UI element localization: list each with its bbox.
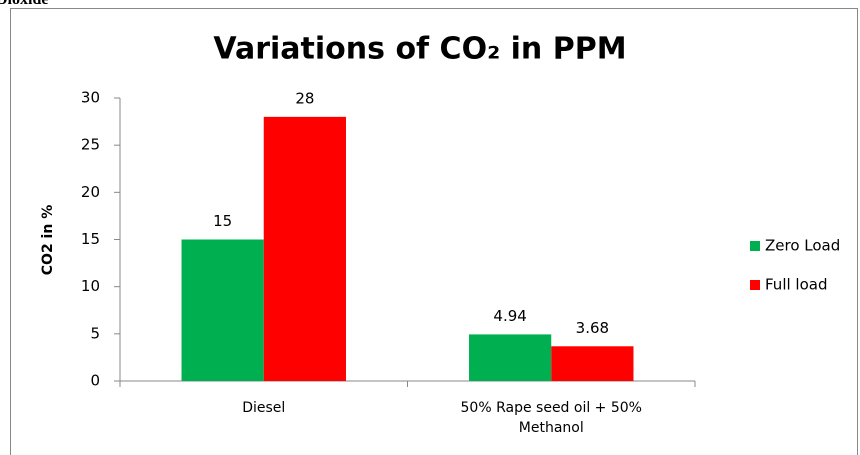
y-tick-label: 15 — [81, 230, 100, 248]
data-label: 3.68 — [576, 319, 609, 337]
bar — [469, 334, 552, 381]
x-tick-label: 50% Rape seed oil + 50% Methanol — [460, 400, 642, 436]
legend-label: Zero Load — [765, 237, 840, 255]
legend-swatch — [750, 280, 760, 290]
y-tick-label: 20 — [81, 183, 100, 201]
bar — [551, 346, 634, 381]
bar — [263, 116, 346, 381]
y-tick-label: 30 — [81, 89, 100, 107]
chart-border — [10, 8, 858, 455]
caption: Dioxide — [0, 0, 48, 9]
y-tick-label: 25 — [81, 136, 100, 154]
chart-title: Variations of CO₂ in PPM — [213, 32, 626, 67]
data-label: 28 — [295, 89, 314, 107]
legend-swatch — [750, 241, 760, 251]
y-axis-label: CO2 in % — [40, 205, 56, 275]
data-label: 4.94 — [493, 307, 526, 325]
y-tick-label: 5 — [90, 324, 100, 342]
data-label: 15 — [213, 212, 232, 230]
y-tick-label: 0 — [90, 372, 100, 390]
legend-label: Full load — [765, 276, 827, 294]
bar — [181, 239, 264, 381]
y-tick-label: 10 — [81, 277, 100, 295]
x-tick-label: Diesel — [242, 400, 286, 416]
